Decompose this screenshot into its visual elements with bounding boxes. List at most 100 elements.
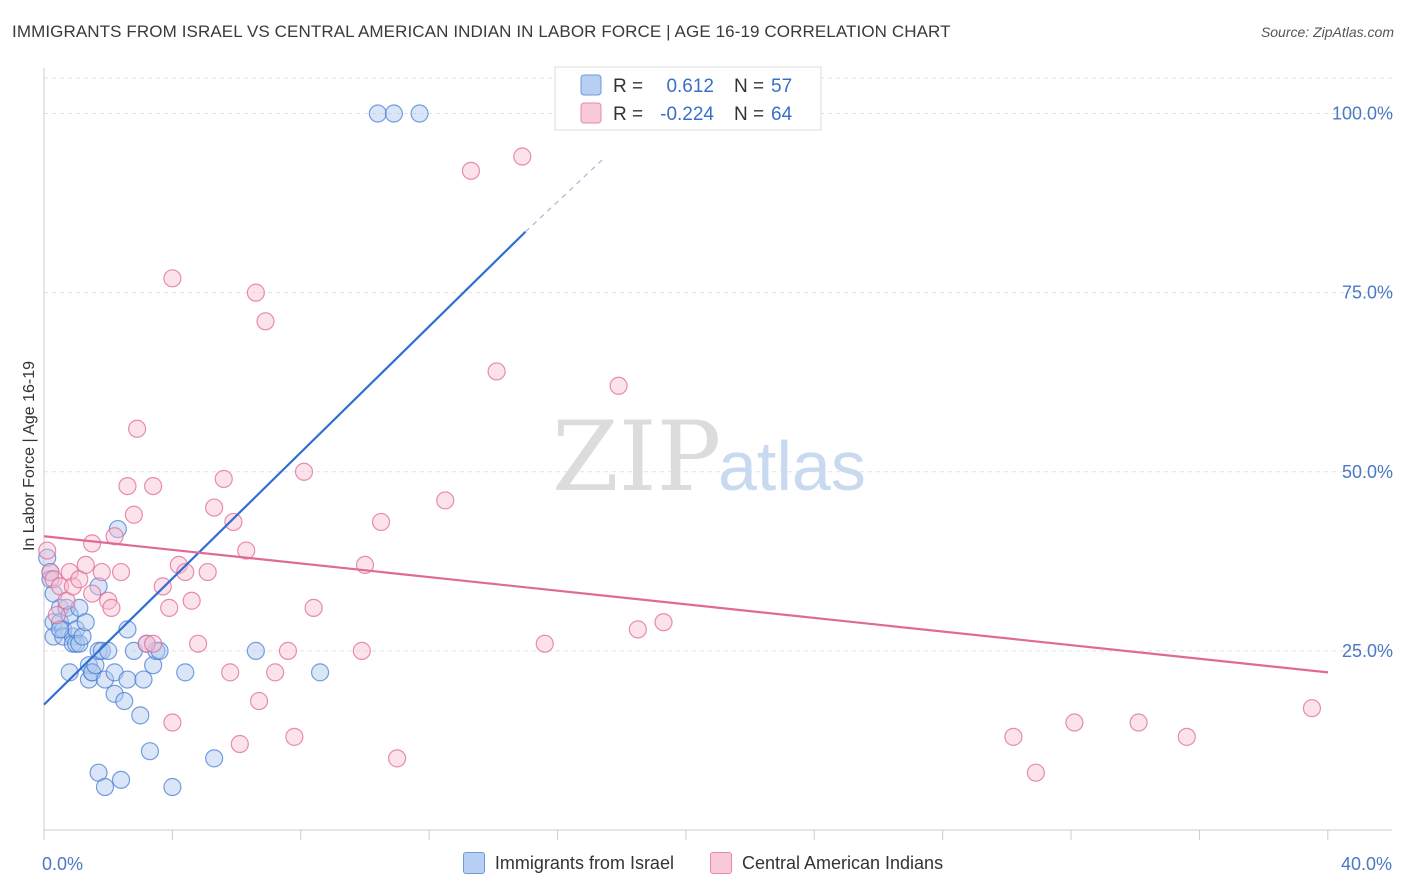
central-american-point bbox=[256, 312, 275, 331]
israel-point bbox=[50, 620, 70, 639]
israel-point bbox=[111, 770, 131, 789]
central-american-point bbox=[182, 591, 201, 610]
central-american-point bbox=[294, 462, 314, 481]
y-tick-label: 25.0% bbox=[1342, 641, 1393, 661]
central-american-point bbox=[47, 605, 66, 625]
central-american-label: Central American Indians bbox=[741, 852, 944, 873]
israel-point bbox=[310, 663, 330, 682]
central-american-point bbox=[102, 598, 121, 617]
y-tick-label: 50.0% bbox=[1342, 462, 1393, 482]
central-american-point bbox=[1004, 727, 1023, 746]
israel-point bbox=[134, 670, 153, 689]
central-american-point bbox=[246, 283, 265, 302]
israel-point bbox=[118, 620, 137, 639]
central-american-point bbox=[461, 161, 481, 180]
trend-lines bbox=[43, 156, 1329, 706]
legend-blue-swatch bbox=[580, 74, 602, 96]
central-american-point bbox=[214, 469, 233, 489]
central-american-point bbox=[278, 641, 298, 660]
central-american-point bbox=[1302, 699, 1322, 718]
central-american-point bbox=[609, 376, 628, 395]
central-american-point bbox=[63, 577, 82, 596]
israel-trend-line bbox=[43, 230, 527, 706]
israel-point bbox=[99, 641, 118, 660]
central-american-point bbox=[628, 620, 647, 639]
legend-pink-swatch bbox=[580, 102, 602, 124]
central-american-point bbox=[163, 713, 182, 732]
gridlines bbox=[44, 77, 1392, 652]
chart-source: Source: ZipAtlas.com bbox=[1260, 24, 1394, 40]
legend-blue-n-label: N = bbox=[734, 76, 764, 97]
series-israel-points bbox=[38, 104, 429, 797]
central-american-point bbox=[388, 749, 407, 768]
israel-point bbox=[95, 670, 115, 689]
israel-point bbox=[38, 548, 57, 567]
central-american-point bbox=[160, 598, 179, 617]
central-american-point bbox=[654, 613, 673, 632]
israel-point bbox=[368, 104, 387, 123]
central-american-point bbox=[188, 634, 208, 653]
israel-point bbox=[246, 641, 265, 660]
y-axis-tick-labels: 25.0% 50.0% 75.0% 100.0% bbox=[1332, 104, 1393, 661]
central-american-point bbox=[176, 562, 195, 582]
central-american-point bbox=[352, 641, 371, 660]
israel-point bbox=[131, 706, 150, 725]
central-american-point bbox=[38, 541, 57, 560]
y-tick-label: 100.0% bbox=[1332, 104, 1393, 124]
legend-item-central-american[interactable]: Central American Indians bbox=[709, 852, 944, 874]
central-american-point bbox=[224, 512, 243, 532]
central-american-swatch bbox=[709, 852, 732, 874]
central-american-point bbox=[144, 634, 163, 653]
central-american-point bbox=[124, 505, 143, 524]
chart-title: IMMIGRANTS FROM ISRAEL VS CENTRAL AMERIC… bbox=[12, 22, 951, 41]
x-axis-ticks bbox=[43, 830, 1329, 840]
israel-swatch bbox=[462, 852, 485, 874]
israel-label: Immigrants from Israel bbox=[494, 852, 674, 873]
central-american-point bbox=[92, 562, 111, 582]
legend-item-israel[interactable]: Immigrants from Israel bbox=[462, 852, 674, 874]
central-american-point bbox=[83, 584, 102, 603]
israel-point bbox=[66, 620, 86, 639]
israel-point bbox=[410, 104, 429, 123]
watermark-atlas: atlas bbox=[718, 427, 866, 505]
legend-pink-n-label: N = bbox=[734, 104, 764, 125]
central-american-trend-line bbox=[43, 535, 1329, 674]
central-american-point bbox=[304, 598, 323, 617]
central-american-point bbox=[1065, 713, 1084, 732]
central-american-point bbox=[249, 691, 269, 711]
israel-point bbox=[176, 663, 195, 682]
israel-point bbox=[105, 684, 124, 703]
correlation-legend: R = 0.612 N = 57 R = -0.224 N = 64 bbox=[554, 66, 822, 131]
central-american-point bbox=[111, 562, 131, 582]
watermark-zip: ZIP bbox=[552, 401, 721, 513]
legend-blue-n-value: 57 bbox=[771, 76, 792, 97]
central-american-point bbox=[76, 555, 95, 575]
central-american-point bbox=[230, 734, 249, 754]
central-american-point bbox=[535, 634, 554, 653]
y-tick-label: 75.0% bbox=[1342, 283, 1393, 303]
israel-point bbox=[140, 742, 160, 761]
central-american-point bbox=[513, 147, 532, 166]
central-american-point bbox=[221, 663, 240, 682]
central-american-point bbox=[266, 663, 285, 682]
central-american-point bbox=[198, 562, 217, 582]
israel-point bbox=[95, 777, 115, 797]
legend-pink-n-value: 64 bbox=[771, 104, 793, 125]
israel-point bbox=[115, 691, 134, 711]
central-american-point bbox=[371, 512, 391, 532]
y-axis-label: In Labor Force | Age 16-19 bbox=[21, 361, 38, 551]
central-american-point bbox=[83, 534, 102, 553]
legend-pink-r-value: -0.224 bbox=[660, 104, 714, 125]
central-american-point bbox=[127, 419, 147, 438]
israel-point bbox=[205, 749, 224, 768]
central-american-point bbox=[137, 634, 156, 653]
central-american-point bbox=[237, 541, 256, 560]
israel-point bbox=[73, 627, 92, 646]
central-american-point bbox=[60, 562, 79, 582]
legend-blue-r-value: 0.612 bbox=[666, 76, 714, 97]
central-american-point bbox=[205, 498, 224, 517]
israel-point bbox=[89, 577, 108, 596]
central-american-point bbox=[44, 570, 63, 589]
central-american-point bbox=[1177, 727, 1196, 746]
central-american-point bbox=[144, 476, 163, 496]
